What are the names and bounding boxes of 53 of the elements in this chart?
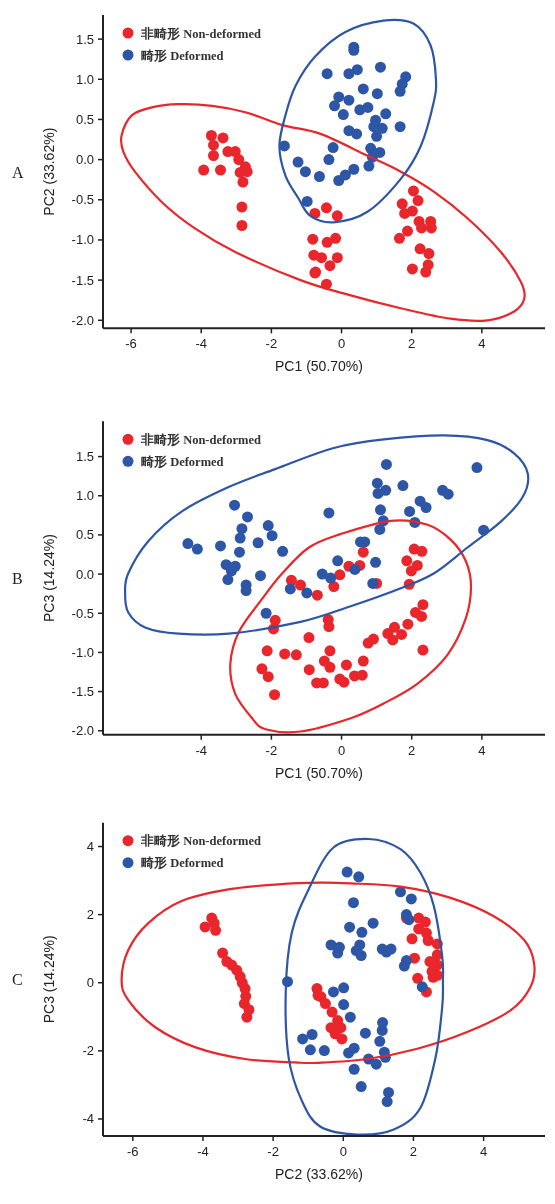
y-tick-label: 0.0 [75, 152, 94, 168]
y-tick-label: 2 [86, 907, 94, 923]
y-tick-label: 0 [86, 975, 94, 991]
x-tick-label: -2 [265, 336, 278, 352]
x-tick-label: 4 [479, 1144, 488, 1159]
legend-label: 畸形 Deformed [141, 856, 224, 871]
x-tick-label: 2 [408, 336, 416, 352]
y-tick-label: -1.5 [71, 272, 94, 288]
x-tick-label: -6 [127, 1144, 139, 1159]
legend-label: 畸形 Deformed [141, 48, 224, 63]
x-tick-label: 4 [478, 336, 486, 352]
y-tick-label: -0.5 [71, 605, 94, 621]
y-tick-label: -4 [82, 1111, 94, 1127]
legend-label: 非畸形 Non-deformed [140, 432, 261, 447]
y-tick-label: -2 [82, 1043, 94, 1059]
y-tick-label: -0.5 [71, 192, 94, 208]
x-tick-label: 0 [337, 336, 346, 352]
x-tick-label: -4 [195, 742, 207, 758]
legend-label: 非畸形 Non-deformed [140, 26, 261, 41]
x-axis-title: PC1 (50.70%) [275, 764, 363, 781]
text: C [12, 971, 23, 989]
y-tick-label: -1.0 [71, 232, 94, 248]
y-tick-label: -1.0 [71, 644, 94, 660]
text: A [12, 163, 24, 181]
y-tick-label: 1.5 [75, 449, 94, 465]
text: B [12, 570, 23, 587]
y-tick-label: 0.5 [75, 111, 94, 127]
x-tick-label: 2 [408, 742, 416, 758]
y-tick-label: 1.5 [75, 31, 94, 47]
x-tick-label: -4 [195, 336, 207, 352]
y-tick-label: -2.0 [71, 312, 94, 328]
legend-label: 非畸形 Non-deformed [140, 834, 261, 849]
x-tick-label: -2 [267, 1144, 279, 1159]
x-axis-title: PC2 (33.62%) [275, 1166, 363, 1182]
y-axis-title: PC3 (14.24%) [41, 935, 57, 1024]
x-tick-label: -2 [265, 742, 278, 758]
x-tick-label: 4 [478, 742, 486, 758]
legend-label: 畸形 Deformed [141, 454, 224, 469]
y-tick-label: 1.0 [75, 488, 94, 504]
y-tick-label: 4 [86, 839, 94, 855]
y-tick-label: -2.0 [71, 723, 94, 739]
x-tick-label: 0 [339, 1144, 347, 1159]
x-tick-label: 0 [337, 742, 346, 758]
y-tick-label: 1.0 [75, 71, 94, 87]
x-tick-label: -6 [125, 336, 137, 352]
y-tick-label: 0.5 [75, 527, 94, 543]
y-axis-title: PC3 (14.24%) [41, 534, 57, 622]
y-tick-label: 0.0 [75, 566, 94, 582]
x-tick-label: 2 [409, 1144, 418, 1159]
x-tick-label: -4 [197, 1144, 209, 1159]
x-axis-title: PC1 (50.70%) [275, 358, 363, 375]
y-tick-label: -1.5 [71, 684, 94, 700]
y-axis-title: PC2 (33.62%) [41, 127, 57, 216]
